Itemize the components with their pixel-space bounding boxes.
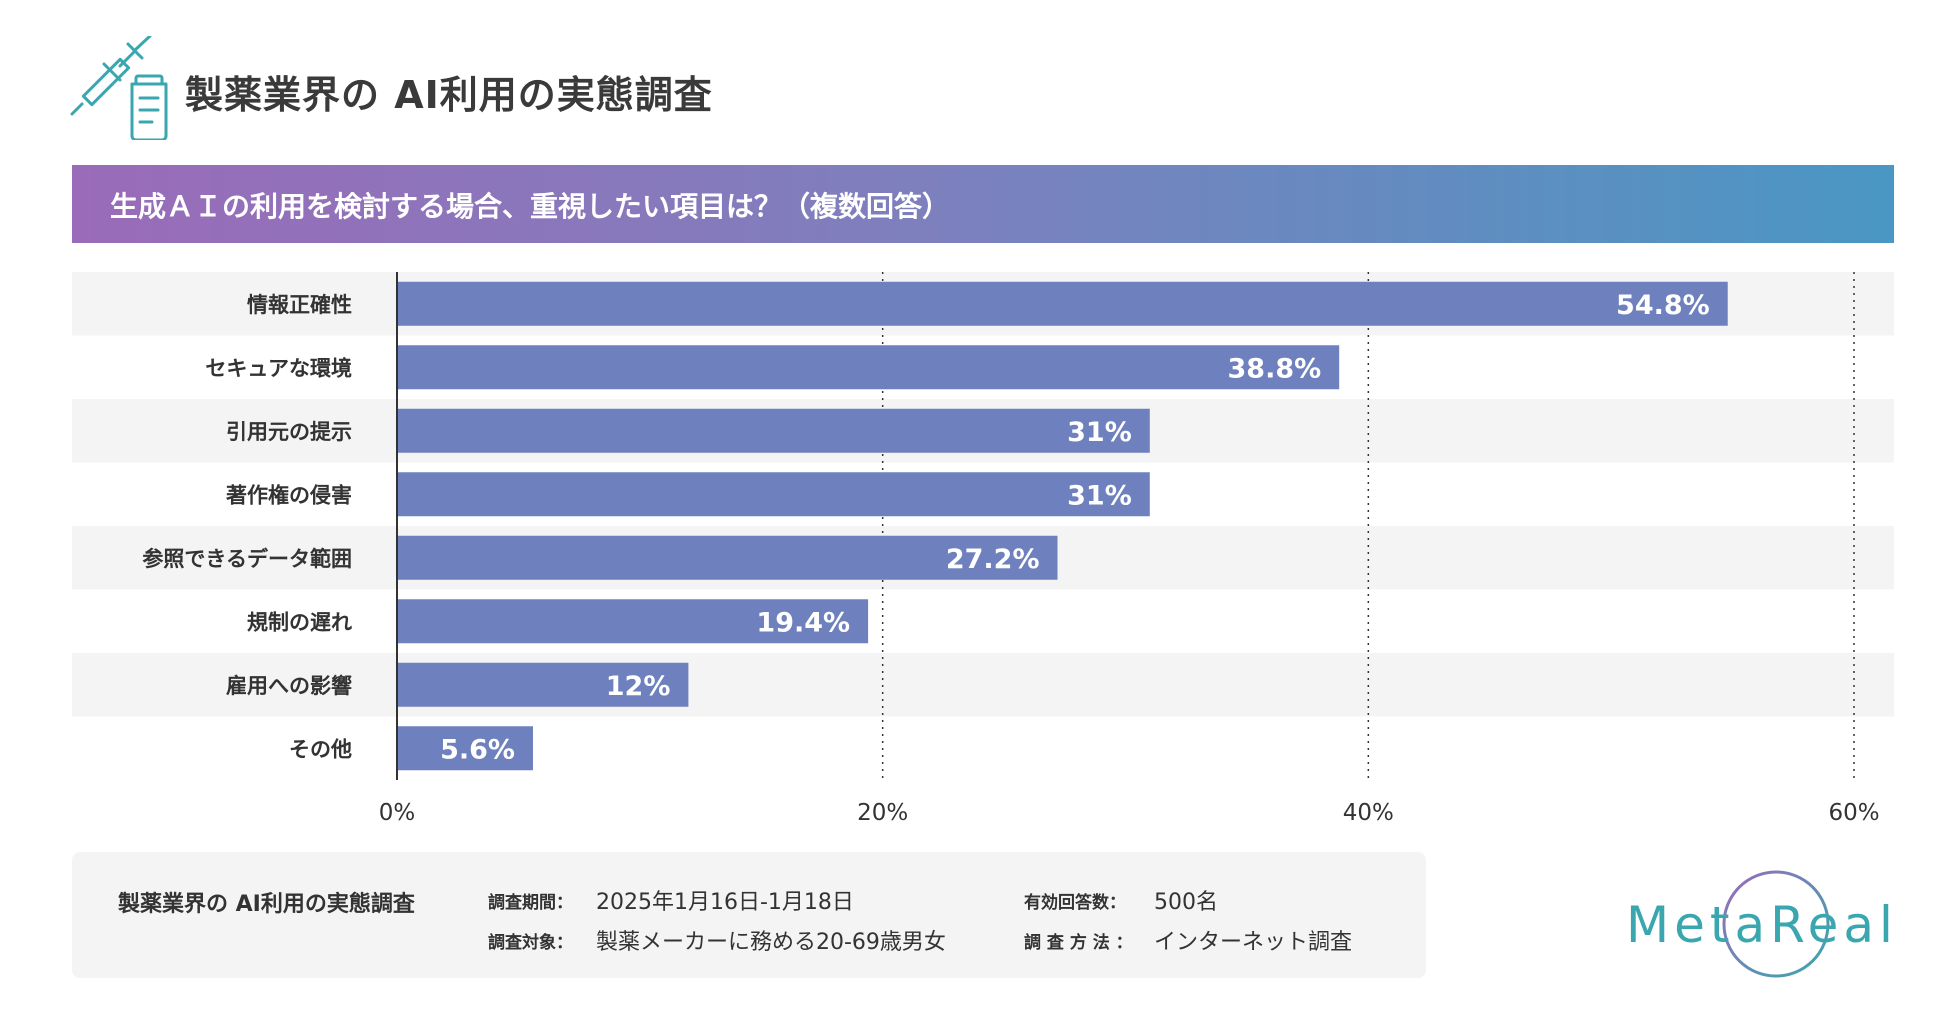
respondents-label: 有効回答数： bbox=[1024, 893, 1126, 913]
brand-circle-icon bbox=[1722, 870, 1830, 978]
brand-name: MetaReal bbox=[1626, 896, 1898, 954]
brand-logo: MetaReal bbox=[1620, 860, 1920, 980]
x-tick-label: 40% bbox=[1343, 800, 1394, 826]
bar bbox=[398, 472, 1150, 517]
category-label: 情報正確性 bbox=[247, 293, 352, 317]
respondents-value: 500名 bbox=[1154, 890, 1218, 915]
category-label: 規制の遅れ bbox=[247, 610, 352, 634]
method-label: 調 査 方 法 ： bbox=[1024, 933, 1133, 953]
page-title: 製薬業界の AI利用の実態調査 bbox=[185, 73, 713, 117]
category-label: 雇用への影響 bbox=[226, 674, 352, 698]
bar bbox=[398, 599, 869, 644]
bar bbox=[398, 408, 1150, 453]
period-value: 2025年1月16日-1月18日 bbox=[596, 890, 854, 915]
x-tick-label: 20% bbox=[857, 800, 908, 826]
bar-value-label: 31% bbox=[1067, 480, 1132, 511]
bar bbox=[398, 535, 1058, 580]
category-label: 参照できるデータ範囲 bbox=[142, 547, 352, 571]
category-label: 引用元の提示 bbox=[226, 420, 352, 444]
method-value: インターネット調査 bbox=[1154, 930, 1353, 955]
x-tick-label: 0% bbox=[379, 800, 416, 826]
bar bbox=[398, 726, 533, 771]
period-label: 調査期間： bbox=[488, 893, 573, 913]
survey-info-box: 製薬業界の AI利用の実態調査 調査期間： 2025年1月16日-1月18日 調… bbox=[72, 852, 1426, 978]
bar-value-label: 19.4% bbox=[756, 607, 850, 638]
category-label: その他 bbox=[289, 737, 352, 761]
bar-value-label: 27.2% bbox=[946, 544, 1040, 575]
bar-value-label: 5.6% bbox=[440, 734, 515, 765]
x-tick-label: 60% bbox=[1828, 800, 1879, 826]
bar-value-label: 31% bbox=[1067, 417, 1132, 448]
page-header: 製薬業界の AI利用の実態調査 bbox=[70, 36, 970, 140]
target-value: 製薬メーカーに務める20-69歳男女 bbox=[596, 930, 946, 955]
bar bbox=[398, 281, 1728, 326]
bar-chart: 54.8% 情報正確性 38.8% セキュアな環境 31% 引用元の提示 31% 著作権の侵害… bbox=[72, 272, 1894, 826]
category-label: セキュアな環境 bbox=[205, 356, 352, 380]
bar bbox=[398, 662, 689, 707]
bar bbox=[398, 345, 1340, 390]
survey-title: 製薬業界の AI利用の実態調査 bbox=[118, 892, 415, 917]
question-text: 生成ＡＩの利用を検討する場合、重視したい項目は？（複数回答） bbox=[110, 190, 951, 223]
row-stripe bbox=[72, 653, 1894, 717]
bar-value-label: 38.8% bbox=[1228, 353, 1322, 384]
bar-value-label: 12% bbox=[606, 671, 671, 702]
syringe-vial-icon bbox=[70, 36, 168, 140]
question-banner: 生成ＡＩの利用を検討する場合、重視したい項目は？（複数回答） bbox=[72, 165, 1894, 243]
target-label: 調査対象： bbox=[488, 933, 573, 953]
bar-value-label: 54.8% bbox=[1616, 290, 1710, 321]
category-label: 著作権の侵害 bbox=[226, 483, 352, 507]
